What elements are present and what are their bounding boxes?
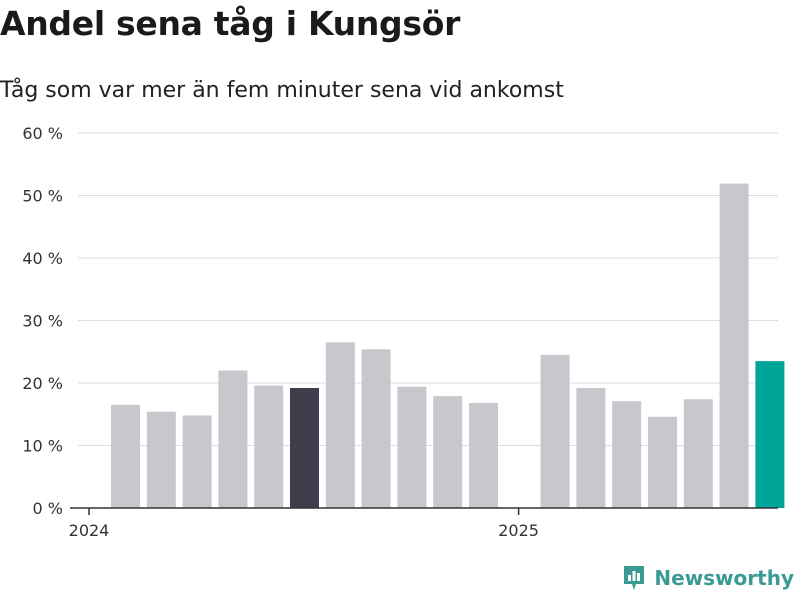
bar-chart-pin-icon	[624, 566, 645, 590]
y-tick-label: 30 %	[22, 312, 63, 331]
bar-2024-09	[397, 386, 427, 508]
bar-2024-08	[361, 349, 391, 508]
bar-2025-06	[719, 183, 749, 508]
bar-2024-03	[182, 415, 212, 508]
chart-subtitle: Tåg som var mer än fem minuter sena vid …	[0, 78, 564, 103]
y-tick-label: 0 %	[33, 499, 63, 518]
y-tick-label: 50 %	[22, 187, 63, 206]
bar-2024-05	[254, 385, 284, 508]
bar-2025-07	[755, 361, 785, 508]
bar-2025-05	[683, 399, 713, 508]
bar-2024-10	[433, 396, 463, 508]
chart-title: Andel sena tåg i Kungsör	[0, 4, 461, 43]
x-tick-label: 2025	[498, 521, 539, 540]
bar-2025-02	[576, 388, 606, 508]
y-tick-label: 20 %	[22, 374, 63, 393]
bar-2024-01	[111, 404, 140, 508]
y-axis-labels: 0 % 10 % 20 % 30 % 40 % 50 % 60 %	[22, 124, 63, 518]
brand-name: Newsworthy	[654, 566, 794, 590]
y-tick-label: 40 %	[22, 249, 63, 268]
bar-2025-01	[540, 354, 570, 508]
y-tick-label: 60 %	[22, 124, 63, 143]
bar-2024-04	[218, 370, 248, 508]
grid-lines	[78, 132, 778, 446]
bar-2024-06	[290, 388, 319, 508]
y-tick-label: 10 %	[22, 437, 63, 456]
bar-2024-11	[469, 403, 498, 508]
brand: Newsworthy	[622, 564, 794, 592]
bar-2025-03	[612, 401, 642, 508]
x-tick-label: 2024	[69, 521, 110, 540]
bars	[111, 183, 785, 508]
bar-2024-07	[325, 342, 355, 508]
bar-2025-04	[648, 416, 677, 508]
bar-2024-02	[146, 411, 176, 508]
x-axis: 2024 2025	[69, 507, 778, 540]
